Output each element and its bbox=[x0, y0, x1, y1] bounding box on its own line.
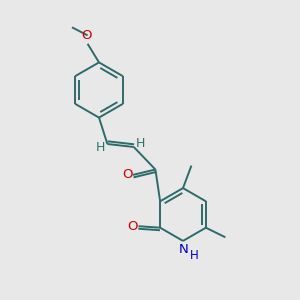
Text: O: O bbox=[127, 220, 138, 233]
Text: H: H bbox=[96, 141, 106, 154]
Text: O: O bbox=[81, 29, 92, 42]
Text: O: O bbox=[122, 168, 133, 182]
Text: N: N bbox=[179, 243, 188, 256]
Text: H: H bbox=[136, 137, 145, 150]
Text: H: H bbox=[190, 249, 198, 262]
